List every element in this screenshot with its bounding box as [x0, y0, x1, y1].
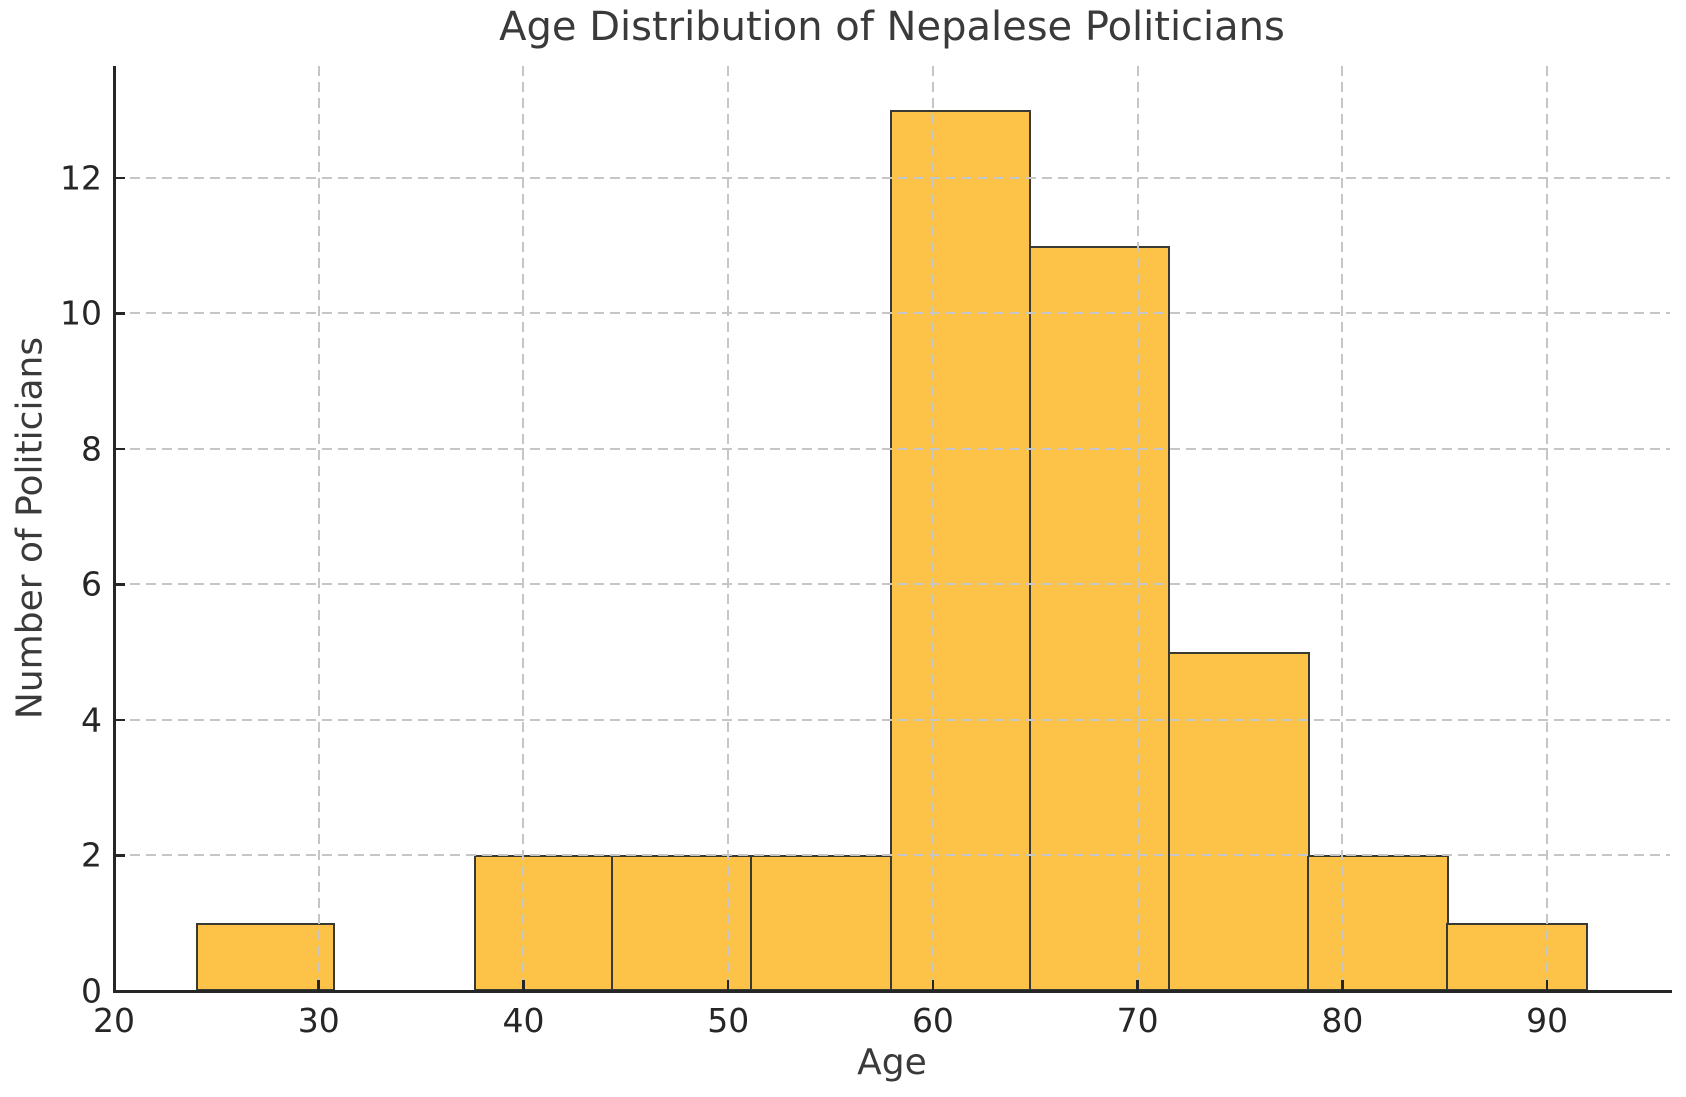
y-tick-mark	[114, 989, 125, 993]
y-axis-label: Number of Politicians	[9, 336, 51, 720]
x-tick-mark	[522, 980, 525, 991]
x-tick-mark	[1136, 980, 1139, 991]
y-tick-label: 10	[60, 293, 102, 333]
x-tick-mark	[1341, 980, 1344, 991]
histogram-bar	[1167, 652, 1310, 991]
x-tick-mark	[317, 980, 320, 991]
y-tick-label: 12	[60, 158, 102, 198]
histogram-bar	[1446, 923, 1589, 991]
x-tick-mark	[931, 980, 935, 991]
x-tick-mark	[112, 980, 116, 991]
y-tick-mark	[114, 447, 125, 451]
y-tick-label: 0	[81, 971, 102, 1011]
gridline-vertical	[522, 66, 525, 991]
histogram-bar	[1028, 245, 1171, 991]
y-tick-mark	[114, 176, 125, 180]
y-tick-mark	[114, 718, 125, 722]
x-tick-label: 20	[93, 1001, 135, 1040]
gridline-horizontal	[114, 718, 1670, 721]
histogram-bar	[1307, 855, 1449, 991]
x-tick-label: 40	[502, 1001, 545, 1040]
x-tick-mark	[1545, 980, 1549, 991]
x-tick-label: 50	[707, 1001, 750, 1040]
histogram-bar	[889, 110, 1032, 991]
y-tick-label: 2	[81, 835, 102, 875]
gridline-vertical	[1546, 66, 1549, 991]
histogram-bar	[474, 855, 614, 991]
x-axis-spine	[112, 989, 1672, 993]
y-tick-label: 8	[81, 429, 102, 469]
x-tick-mark	[726, 980, 730, 991]
ticks-layer	[112, 66, 1670, 993]
gridline-vertical	[931, 66, 934, 991]
gridline-vertical	[1136, 66, 1139, 991]
x-tick-label: 70	[1116, 1001, 1159, 1040]
y-tick-mark	[114, 583, 125, 586]
gridline-horizontal	[114, 583, 1670, 586]
gridline-horizontal	[114, 854, 1670, 857]
y-tick-label: 6	[81, 564, 102, 604]
x-tick-label: 90	[1526, 1001, 1569, 1040]
gridline-vertical	[727, 66, 730, 991]
y-axis-spine	[112, 66, 116, 991]
gridline-horizontal	[114, 176, 1670, 179]
gridline-vertical	[317, 66, 320, 991]
x-axis-label: Age	[857, 1042, 927, 1083]
y-tick-mark	[114, 312, 125, 315]
gridline-horizontal	[114, 312, 1670, 315]
x-tick-label: 60	[911, 1001, 954, 1040]
gridline-vertical	[1341, 66, 1344, 991]
y-tick-label: 4	[81, 700, 102, 740]
x-tick-label: 30	[297, 1001, 340, 1040]
x-tick-label: 80	[1321, 1001, 1364, 1040]
histogram-bar	[195, 923, 336, 991]
plot-area	[112, 66, 1672, 993]
gridline-horizontal	[114, 447, 1670, 450]
chart-title: Age Distribution of Nepalese Politicians	[499, 4, 1285, 50]
y-tick-mark	[114, 854, 125, 857]
